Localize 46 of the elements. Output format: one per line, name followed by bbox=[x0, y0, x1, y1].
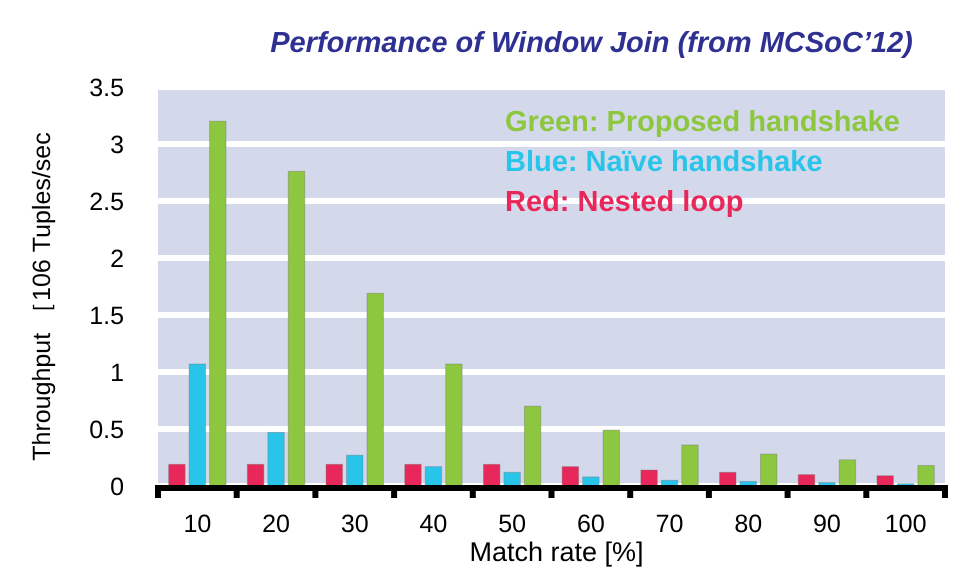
text: Red: Nested loop bbox=[505, 186, 744, 218]
y-tick-label: 0.5 bbox=[89, 416, 124, 444]
y-tick-label: 3.5 bbox=[89, 74, 124, 102]
bar bbox=[917, 464, 935, 486]
x-tick-label: 10 bbox=[183, 510, 212, 538]
bar bbox=[168, 464, 186, 486]
bar bbox=[366, 292, 384, 486]
y-tick-label: 2.5 bbox=[89, 188, 124, 216]
bar bbox=[482, 464, 500, 486]
y-axis-title: Throughput ［106 Tuples/sec bbox=[28, 132, 56, 461]
text: Green: Proposed handshake bbox=[505, 106, 900, 138]
bar bbox=[445, 364, 463, 486]
bar bbox=[876, 475, 894, 486]
y-tick-label: 3 bbox=[110, 130, 124, 159]
bar bbox=[288, 170, 306, 486]
x-tick-label: 80 bbox=[734, 510, 762, 538]
bar bbox=[760, 454, 778, 486]
text: Blue: Naïve handshake bbox=[505, 146, 822, 178]
bar bbox=[602, 430, 620, 486]
bar bbox=[326, 464, 344, 486]
x-axis-title: Match rate [%] bbox=[469, 537, 644, 567]
bar bbox=[424, 466, 442, 486]
bar bbox=[346, 454, 364, 486]
y-tick-label: 0 bbox=[110, 472, 124, 501]
x-tick-label: 50 bbox=[498, 510, 526, 538]
x-tick-label: 40 bbox=[420, 510, 448, 538]
y-tick-label: 2 bbox=[110, 244, 124, 273]
bar bbox=[838, 459, 856, 486]
bar bbox=[562, 466, 580, 486]
y-tick-label: 1.5 bbox=[89, 302, 124, 330]
x-tick-label: 20 bbox=[262, 510, 290, 538]
bar bbox=[267, 432, 285, 486]
x-tick-label: 100 bbox=[884, 510, 927, 538]
bar bbox=[640, 470, 658, 486]
bar bbox=[681, 444, 699, 486]
bar bbox=[188, 364, 206, 486]
bar bbox=[246, 464, 264, 486]
bar bbox=[404, 464, 422, 486]
x-tick-label: 90 bbox=[813, 510, 841, 538]
x-tick-label: 30 bbox=[340, 510, 369, 538]
y-tick-label: 1 bbox=[110, 358, 124, 387]
chart-title: Performance of Window Join (from MCSoC’12) bbox=[270, 27, 913, 59]
bar bbox=[524, 406, 542, 486]
x-tick-label: 60 bbox=[576, 510, 605, 538]
x-tick-label: 70 bbox=[656, 510, 684, 538]
bar bbox=[209, 120, 227, 486]
